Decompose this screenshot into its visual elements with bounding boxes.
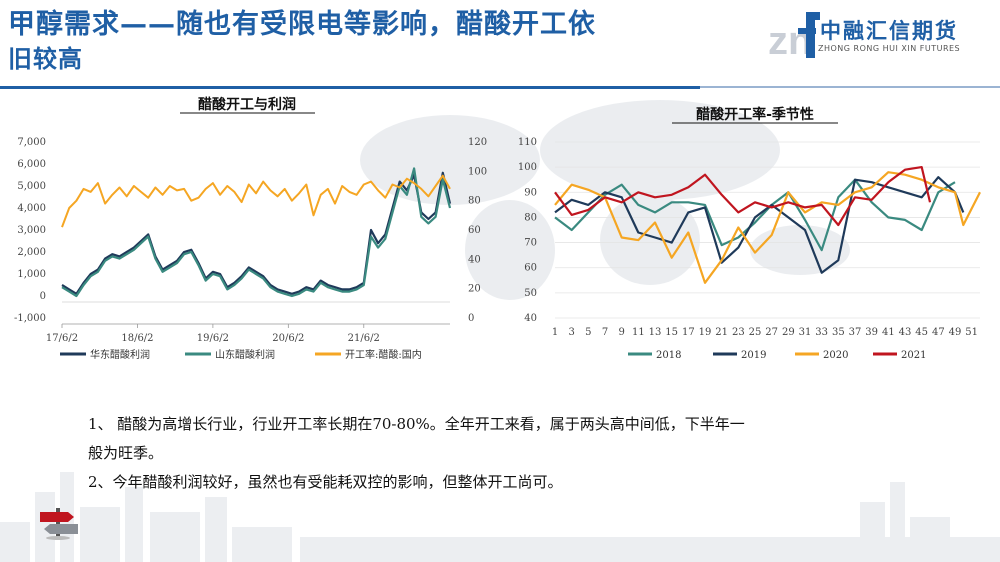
chart2-x-tick: 3 (568, 327, 574, 338)
chart2-series-line-2018 (554, 178, 956, 252)
chart2-x-tick: 41 (882, 327, 895, 338)
chart2-legend-label: 2019 (741, 350, 766, 361)
slide-title-line1: 甲醇需求——随也有受限电等影响，醋酸开工依 (8, 9, 596, 40)
chart1-y-left-tick: 1,000 (17, 269, 46, 280)
slide-title-line2: 旧较高 (8, 45, 83, 73)
chart1-legend-label: 山东醋酸利润 (215, 348, 275, 361)
chart1-y-left-tick: 4,000 (17, 203, 46, 214)
company-logo: zn (768, 12, 820, 63)
chart2-x-tick: 37 (849, 327, 862, 338)
chart2-x-tick: 5 (585, 327, 591, 338)
chart2-x-tick: 49 (949, 327, 962, 338)
chart2-x-tick: 39 (865, 327, 878, 338)
header-divider (0, 86, 1000, 89)
chart2-x-tick: 15 (665, 327, 678, 338)
chart-profit-operating: 醋酸开工与利润 7,000 6,000 5,000 4,000 3,000 2,000 1,0… (0, 90, 500, 375)
bullet-line-1: 1、 醋酸为高增长行业，行业开工率长期在70-80%。全年开工来看，属于两头高中… (88, 415, 745, 433)
chart2-y-tick: 50 (524, 288, 537, 299)
chart2-y-tick: 70 (524, 238, 537, 249)
chart2-series-line-2021 (554, 165, 932, 227)
chart2-x-tick: 23 (732, 327, 745, 338)
chart2-x-tick: 31 (799, 327, 812, 338)
chart2-y-tick: 100 (518, 162, 537, 173)
chart2-x-tick: 45 (915, 327, 928, 338)
chart2-x-tick: 25 (749, 327, 762, 338)
chart2-y-tick: 80 (524, 212, 537, 223)
chart1-y-right-tick: 40 (468, 254, 481, 265)
chart1-y-right-tick: 60 (468, 225, 481, 236)
chart2-legend-label: 2020 (823, 350, 848, 361)
chart2-y-tick: 90 (524, 187, 537, 198)
chart2-x-tick: 29 (782, 327, 795, 338)
chart2-x-tick: 11 (632, 327, 645, 338)
signpost-icon (40, 508, 78, 540)
chart1-y-left-tick: 7,000 (17, 137, 46, 148)
chart1-legend-label: 华东醋酸利润 (90, 348, 150, 361)
chart2-y-tick: 110 (518, 137, 537, 148)
chart2-x-tick: 27 (765, 327, 778, 338)
chart1-y-left-tick: 6,000 (17, 159, 46, 170)
svg-text:zn: zn (768, 19, 812, 63)
bullet-line-2: 般为旺季。 (88, 444, 164, 462)
chart2-x-tick: 19 (699, 327, 712, 338)
chart2-x-tick: 9 (618, 327, 624, 338)
chart1-y-right-tick: 20 (468, 284, 481, 295)
chart1-y-right-tick: 120 (468, 137, 487, 148)
chart2-series-line-2019 (554, 176, 965, 274)
chart2-x-tick: 21 (715, 327, 728, 338)
chart2-legend-label: 2021 (901, 350, 926, 361)
chart1-series-line-1 (61, 171, 452, 295)
chart1-y-left-tick: 2,000 (17, 247, 46, 258)
chart2-y-tick: 60 (524, 263, 537, 274)
chart2-title: 醋酸开工率-季节性 (696, 106, 814, 123)
logo-chinese-name: 中融汇信期货 (820, 19, 958, 43)
chart1-title: 醋酸开工与利润 (198, 96, 296, 113)
chart1-x-tick: 19/6/2 (197, 333, 229, 344)
chart2-y-tick: 40 (524, 313, 537, 324)
chart2-x-tick: 1 (552, 327, 558, 338)
chart1-series-line-3 (61, 174, 451, 228)
bullet-text-block: 1、 醋酸为高增长行业，行业开工率长期在70-80%。全年开工来看，属于两头高中… (88, 410, 948, 497)
chart2-x-tick: 47 (932, 327, 945, 338)
chart1-x-tick: 20/6/2 (272, 333, 304, 344)
chart2-x-tick: 7 (602, 327, 608, 338)
chart-profit-operating-svg: 醋酸开工与利润 7,000 6,000 5,000 4,000 3,000 2,000 1,0… (14, 96, 487, 361)
chart2-series-line-2020 (554, 171, 981, 284)
chart2-legend-label: 2018 (656, 350, 681, 361)
chart1-y-left-tick: 0 (40, 291, 46, 302)
chart1-y-left-tick: 3,000 (17, 225, 46, 236)
chart1-y-right-tick: 80 (468, 196, 481, 207)
chart2-x-tick: 35 (832, 327, 845, 338)
chart1-y-right-tick: 100 (468, 166, 487, 177)
chart1-y-left-tick: 5,000 (17, 181, 46, 192)
chart1-legend-label: 开工率:醋酸:国内 (345, 348, 422, 361)
bullet-line-3: 2、今年醋酸利润较好，虽然也有受能耗双控的影响，但整体开工尚可。 (88, 473, 563, 491)
chart1-x-tick: 18/6/2 (121, 333, 153, 344)
chart2-x-tick: 13 (649, 327, 662, 338)
chart2-x-tick: 17 (682, 327, 695, 338)
chart2-x-tick: 33 (815, 327, 828, 338)
chart1-y-right-tick: 0 (468, 313, 474, 324)
chart-seasonal-operating: 醋酸开工率-季节性 110 100 90 80 70 60 50 40 1 3 5 7 9 11 13 15 17… (500, 90, 1000, 375)
slide-title: 甲醇需求——随也有受限电等影响，醋酸开工依 旧较高 (8, 8, 708, 76)
chart1-series-line-2 (61, 167, 452, 298)
chart1-x-tick: 17/6/2 (46, 333, 78, 344)
logo-english-name: ZHONG RONG HUI XIN FUTURES (818, 44, 961, 53)
chart1-x-tick: 21/6/2 (348, 333, 380, 344)
city-skyline-decoration (0, 472, 1000, 562)
chart2-x-tick: 51 (965, 327, 978, 338)
chart1-y-left-tick: -1,000 (14, 313, 46, 324)
chart2-x-tick: 43 (899, 327, 912, 338)
